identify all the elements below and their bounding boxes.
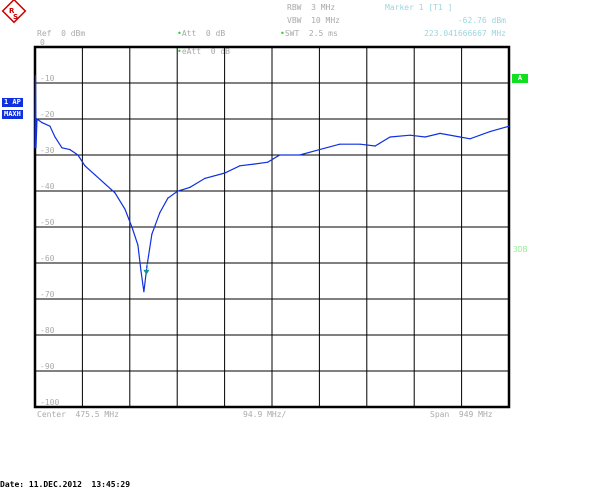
date-stamp: Date: 11.DEC.2012 13:45:29 bbox=[0, 480, 131, 489]
trace-point bbox=[339, 143, 341, 145]
detector-label: MAXH bbox=[2, 110, 23, 119]
center-frequency: Center 475.5 MHz bbox=[37, 410, 119, 419]
trace-point bbox=[146, 266, 148, 268]
trace-point bbox=[84, 165, 86, 167]
marker-title: Marker 1 [T1 ] bbox=[385, 3, 453, 12]
trace-point bbox=[374, 145, 376, 147]
trace-point bbox=[131, 226, 133, 228]
span: Span 949 MHz bbox=[430, 410, 493, 419]
y-tick-label: -50 bbox=[40, 218, 55, 227]
trace-label: 1 AP bbox=[2, 98, 23, 107]
trace-point bbox=[151, 233, 153, 235]
trace-point bbox=[34, 75, 37, 77]
trace-point bbox=[489, 131, 491, 133]
frequency-per-division: 94.9 MHz/ bbox=[243, 410, 287, 419]
trace-point bbox=[124, 208, 126, 210]
y-tick-label: -100 bbox=[40, 398, 60, 407]
attenuation: •Att 0 dB bbox=[177, 29, 226, 38]
trace-point bbox=[35, 147, 37, 149]
y-tick-label: -60 bbox=[40, 254, 55, 263]
trace-point bbox=[104, 183, 106, 185]
trace-point bbox=[49, 125, 51, 127]
trace-point bbox=[299, 154, 301, 156]
trace-point bbox=[319, 149, 321, 151]
y-tick-label: -40 bbox=[40, 182, 55, 191]
trace-point bbox=[36, 118, 38, 120]
trace-point bbox=[143, 291, 145, 293]
trace-point bbox=[114, 192, 116, 194]
trace-point bbox=[267, 161, 269, 163]
trace-point bbox=[137, 244, 139, 246]
marker-1-icon bbox=[143, 269, 150, 275]
electronic-attenuation: •eAtt 0 dB bbox=[177, 47, 230, 56]
a-badge: A bbox=[512, 74, 528, 83]
y-tick-label: -20 bbox=[40, 110, 55, 119]
marker-level: -62.76 dBm bbox=[457, 16, 506, 25]
trace-point bbox=[459, 136, 461, 138]
trace-point bbox=[167, 197, 169, 199]
vbw: VBW 10 MHz bbox=[287, 16, 340, 25]
trace-point bbox=[54, 136, 56, 138]
trace-point bbox=[224, 172, 226, 174]
marker-1-label: 1 bbox=[145, 263, 149, 271]
trace-point bbox=[439, 132, 441, 134]
trace-point bbox=[239, 165, 241, 167]
y-tick-label: 0 bbox=[40, 38, 45, 47]
trace-point bbox=[159, 212, 161, 214]
trace-line bbox=[34, 75, 510, 292]
trace-point bbox=[77, 154, 79, 156]
y-tick-label: -80 bbox=[40, 326, 55, 335]
trace-point bbox=[469, 138, 471, 140]
y-tick-label: -30 bbox=[40, 146, 55, 155]
y-tick-label: -70 bbox=[40, 290, 55, 299]
trace-point bbox=[424, 136, 426, 138]
marker-frequency: 223.041666667 MHz bbox=[424, 29, 506, 38]
trace-point bbox=[41, 122, 43, 124]
3db-label: 3DB bbox=[513, 245, 528, 254]
trace-point bbox=[69, 149, 71, 151]
trace-point bbox=[189, 186, 191, 188]
trace-point bbox=[140, 269, 142, 271]
trace-point bbox=[389, 136, 391, 138]
trace-point bbox=[409, 134, 411, 136]
plot-frame bbox=[33, 45, 511, 409]
trace-point bbox=[61, 147, 63, 149]
y-tick-label: -10 bbox=[40, 74, 55, 83]
rbw: RBW 3 MHz bbox=[287, 3, 336, 12]
trace-point bbox=[204, 177, 206, 179]
trace-point bbox=[508, 125, 510, 127]
trace-point bbox=[254, 163, 256, 165]
trace-point bbox=[279, 154, 281, 156]
trace-point bbox=[177, 190, 179, 192]
y-tick-label: -90 bbox=[40, 362, 55, 371]
trace-point bbox=[359, 143, 361, 145]
trace-point bbox=[94, 174, 96, 176]
trace-point bbox=[34, 147, 36, 149]
sweep-time: •SWT 2.5 ms bbox=[280, 29, 338, 38]
ref-level: Ref 0 dBm bbox=[37, 29, 86, 38]
